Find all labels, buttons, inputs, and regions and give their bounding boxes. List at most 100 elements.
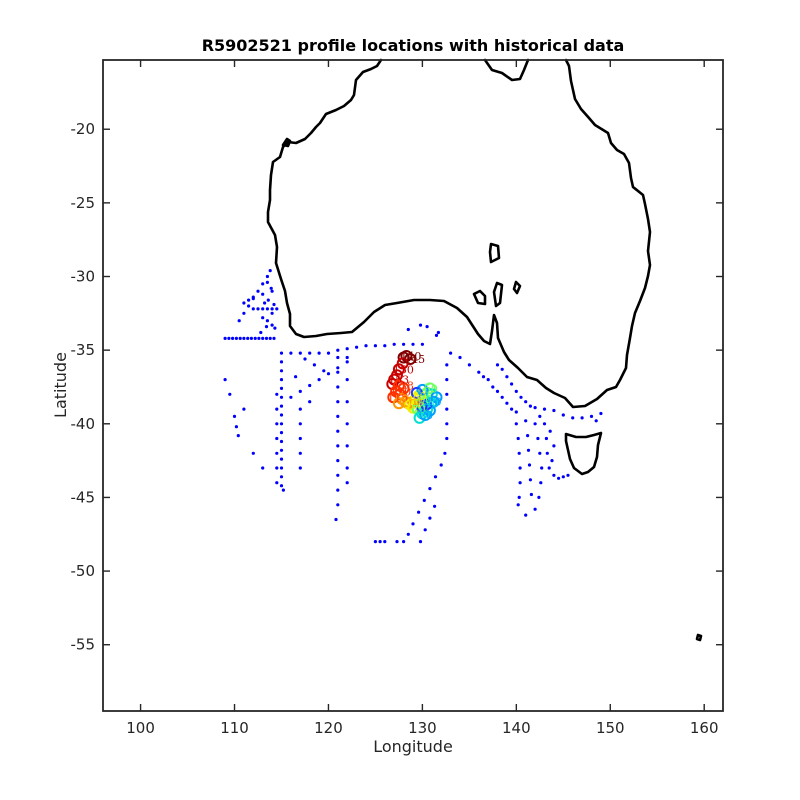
historical-point: [477, 370, 481, 374]
historical-point: [445, 378, 449, 382]
historical-point: [279, 360, 284, 364]
profile-number-label: 140: [400, 350, 421, 363]
historical-point: [298, 389, 302, 393]
historical-point: [518, 466, 522, 470]
historical-point: [289, 351, 293, 355]
y-axis-label: Latitude: [51, 352, 70, 418]
historical-point: [268, 269, 272, 273]
historical-point: [242, 301, 246, 305]
historical-point: [336, 400, 340, 404]
historical-point: [425, 325, 429, 329]
historical-point: [402, 540, 406, 544]
historical-point: [275, 392, 279, 396]
historical-point: [529, 492, 534, 497]
profile-number-label: 120: [390, 385, 411, 398]
historical-point: [256, 289, 260, 293]
historical-point: [594, 419, 598, 423]
historical-point: [279, 386, 284, 390]
historical-point: [510, 382, 514, 386]
historical-point: [289, 395, 293, 399]
historical-point: [406, 532, 410, 536]
historical-point: [336, 444, 340, 448]
historical-points-group: [223, 269, 603, 544]
historical-point: [491, 385, 495, 389]
historical-point: [433, 475, 438, 479]
profile-number-label: 50: [424, 382, 438, 395]
profile-number-label: 115: [387, 391, 408, 404]
historical-point: [270, 311, 274, 315]
axis-ticks: 100 110 120 130 140 150 160-20-25-30-35-40-45-…: [71, 60, 723, 737]
historical-point: [527, 463, 532, 467]
historical-point: [516, 436, 520, 441]
historical-point: [505, 401, 509, 405]
historical-point: [378, 540, 382, 544]
historical-point: [355, 345, 359, 349]
profile-number-label: 80: [413, 390, 427, 403]
historical-point: [336, 488, 340, 492]
historical-point: [514, 422, 518, 426]
historical-point: [418, 540, 423, 544]
historical-point: [526, 434, 530, 438]
historical-point: [261, 336, 265, 340]
historical-point: [533, 507, 537, 511]
historical-point: [251, 295, 255, 299]
y-tick-label: -35: [71, 341, 96, 359]
historical-point: [249, 336, 253, 340]
coastline-york-peninsula: [472, 289, 487, 306]
coastline-kangaroo-island: [492, 281, 504, 308]
profile-point: [420, 398, 433, 411]
historical-point: [528, 478, 533, 482]
historical-point: [345, 466, 349, 470]
historical-point: [445, 407, 449, 411]
historical-point: [279, 378, 284, 382]
y-tick-label: -40: [71, 415, 96, 433]
historical-point: [495, 363, 500, 367]
historical-point: [542, 422, 547, 426]
historical-point: [420, 342, 424, 346]
historical-point: [279, 466, 284, 470]
historical-point: [510, 407, 514, 411]
profile-point: [423, 382, 436, 395]
historical-point: [236, 434, 240, 438]
historical-point: [561, 475, 565, 479]
historical-point: [265, 307, 269, 311]
historical-point: [322, 369, 326, 373]
historical-point: [294, 375, 298, 379]
historical-point: [275, 407, 279, 411]
historical-point: [433, 504, 437, 508]
historical-point: [373, 540, 377, 544]
historical-point: [234, 425, 238, 429]
historical-point: [445, 363, 449, 367]
historical-point: [261, 292, 265, 296]
profile-number-label: 110: [400, 396, 421, 409]
profile-point: [430, 391, 443, 404]
historical-point: [279, 413, 284, 417]
historical-point: [411, 342, 415, 346]
y-tick-label: -55: [71, 636, 96, 654]
historical-point: [345, 481, 349, 485]
historical-point: [439, 463, 443, 467]
profile-number-label: 40: [425, 397, 439, 410]
historical-point: [238, 336, 242, 340]
coastline-lord-howe-island: [695, 633, 703, 642]
historical-point: [275, 481, 279, 485]
historical-point: [242, 311, 246, 315]
historical-point: [256, 307, 260, 311]
historical-point: [566, 473, 570, 477]
historical-point: [495, 389, 500, 393]
historical-point: [232, 414, 237, 418]
historical-point: [517, 451, 521, 455]
historical-point: [242, 407, 246, 411]
profile-number-label: 90: [404, 399, 418, 412]
historical-point: [269, 286, 273, 290]
historical-point: [247, 298, 251, 302]
y-tick-label: -50: [71, 562, 96, 580]
historical-point: [308, 400, 312, 404]
historical-point: [261, 282, 265, 286]
historical-point: [275, 436, 279, 441]
historical-point: [580, 416, 584, 420]
historical-point: [279, 351, 284, 355]
historical-point: [326, 351, 331, 355]
historical-point: [279, 484, 284, 488]
